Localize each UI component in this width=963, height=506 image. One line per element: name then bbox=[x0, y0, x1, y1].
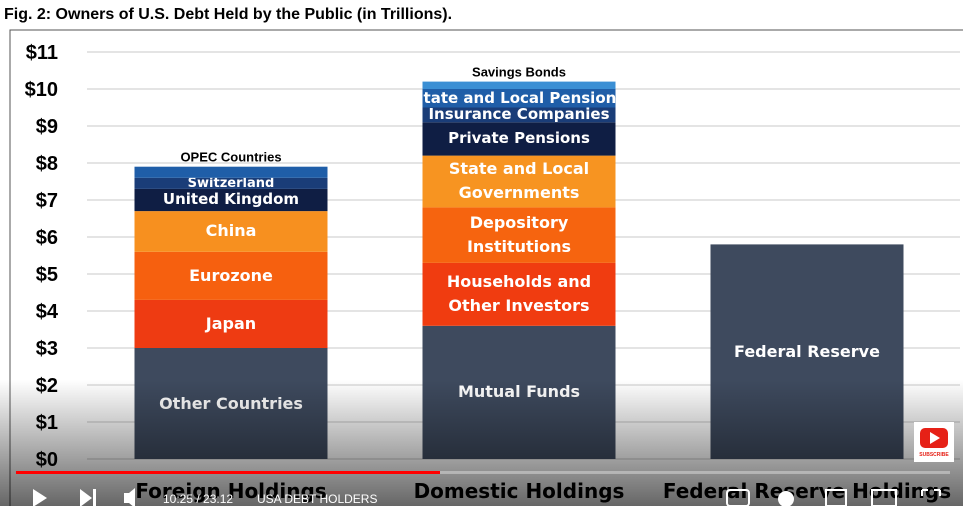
segment-label: Switzerland bbox=[187, 175, 275, 191]
controls-shade bbox=[0, 380, 963, 506]
y-tick-label: $9 bbox=[36, 116, 58, 138]
segment-label-wrap: Switzerland bbox=[135, 175, 328, 191]
chapter-title[interactable]: USA DEBT HOLDERS bbox=[257, 492, 377, 506]
bar-segment bbox=[422, 155, 616, 208]
volume-button[interactable] bbox=[124, 488, 135, 506]
segment-label: United Kingdom bbox=[162, 190, 300, 209]
y-tick-label: $11 bbox=[26, 42, 58, 64]
x-tick-label: Domestic Holdings bbox=[414, 479, 625, 503]
segment-label-box: Switzerland bbox=[135, 175, 328, 191]
bar-segment bbox=[422, 89, 616, 108]
segment-label-box: Households and Other Investors bbox=[423, 263, 616, 326]
time-display: 10:25 / 23:12 bbox=[163, 492, 233, 506]
bar-segment bbox=[134, 299, 328, 348]
segment-label-box: China bbox=[135, 211, 328, 252]
theater-button[interactable] bbox=[871, 489, 897, 506]
segment-label-wrap: State and Local Pensions bbox=[413, 89, 626, 108]
segment-label: Households and Other Investors bbox=[446, 272, 592, 316]
fullscreen-button[interactable] bbox=[921, 489, 941, 496]
settings-button[interactable] bbox=[778, 491, 794, 506]
bar-segment bbox=[422, 107, 616, 123]
segment-label-wrap: Federal Reserve bbox=[711, 244, 904, 459]
y-tick-label: $6 bbox=[36, 227, 58, 249]
chart-title: Fig. 2: Owners of U.S. Debt Held by the … bbox=[4, 6, 452, 23]
segment-label-box: United Kingdom bbox=[135, 189, 328, 211]
segment-label-wrap: China bbox=[135, 211, 328, 252]
segment-label-box: Japan bbox=[135, 300, 328, 348]
bar-segment bbox=[422, 81, 616, 89]
bar-segment bbox=[134, 211, 328, 252]
segment-label-wrap: Households and Other Investors bbox=[423, 263, 616, 326]
subscribe-text[interactable]: SUBSCRIBE bbox=[919, 452, 949, 458]
y-tick-label: $7 bbox=[36, 190, 58, 212]
x-tick-label: Foreign Holdings bbox=[135, 479, 326, 503]
subscribe-play bbox=[930, 432, 940, 444]
y-tick-label: $4 bbox=[36, 301, 59, 323]
segment-label-box: Eurozone bbox=[135, 252, 328, 300]
segment-label-wrap: State and Local Governments bbox=[423, 156, 616, 208]
segment-label-wrap: Insurance Companies bbox=[423, 105, 616, 124]
segment-label-box: Depository Institutions bbox=[423, 207, 616, 263]
segment-label: Private Pensions bbox=[448, 129, 590, 148]
progress-played bbox=[16, 471, 440, 474]
segment-label: Federal Reserve bbox=[734, 341, 880, 361]
next-button[interactable] bbox=[80, 489, 96, 506]
segment-label-wrap: Japan bbox=[135, 300, 328, 348]
bar-segment bbox=[422, 207, 616, 263]
play-button[interactable] bbox=[33, 489, 47, 506]
y-tick-label: $10 bbox=[25, 79, 58, 101]
segment-label: OPEC Countries bbox=[180, 150, 281, 165]
x-tick-label: Federal Reserve Holdings bbox=[663, 479, 951, 503]
segment-label: Eurozone bbox=[189, 265, 273, 285]
segment-label-box: Insurance Companies bbox=[423, 105, 616, 124]
y-tick-label: $5 bbox=[36, 264, 58, 286]
bar-segment bbox=[422, 262, 616, 326]
segment-label: China bbox=[205, 221, 257, 241]
segment-label: Insurance Companies bbox=[428, 105, 610, 124]
bar-segment bbox=[134, 251, 328, 300]
segment-label: Savings Bonds bbox=[472, 65, 566, 80]
segment-label-box: Federal Reserve bbox=[711, 244, 904, 459]
segment-label-wrap: Depository Institutions bbox=[423, 207, 616, 263]
bar-segment bbox=[134, 188, 328, 212]
segment-label-box: State and Local Governments bbox=[423, 156, 616, 208]
segment-label-wrap: Eurozone bbox=[135, 252, 328, 300]
progress-track[interactable] bbox=[16, 471, 950, 474]
bar-segment bbox=[134, 166, 328, 178]
bar-segment bbox=[134, 177, 328, 189]
segment-label-box: Private Pensions bbox=[423, 122, 616, 155]
captions-button[interactable] bbox=[726, 489, 750, 506]
segment-label-wrap: Private Pensions bbox=[423, 122, 616, 155]
y-tick-label: $3 bbox=[36, 338, 58, 360]
miniplayer-button[interactable] bbox=[825, 489, 847, 506]
subscribe-button[interactable]: SUBSCRIBE bbox=[914, 422, 954, 462]
segment-label: Japan bbox=[205, 313, 257, 333]
segment-label-box: State and Local Pensions bbox=[413, 89, 626, 108]
segment-label-wrap: United Kingdom bbox=[135, 189, 328, 211]
y-tick-label: $8 bbox=[36, 153, 58, 175]
bar-segment bbox=[422, 122, 616, 156]
segment-label: State and Local Pensions bbox=[412, 88, 626, 107]
segment-label: State and Local Governments bbox=[448, 159, 590, 203]
segment-label: Depository Institutions bbox=[466, 213, 572, 257]
